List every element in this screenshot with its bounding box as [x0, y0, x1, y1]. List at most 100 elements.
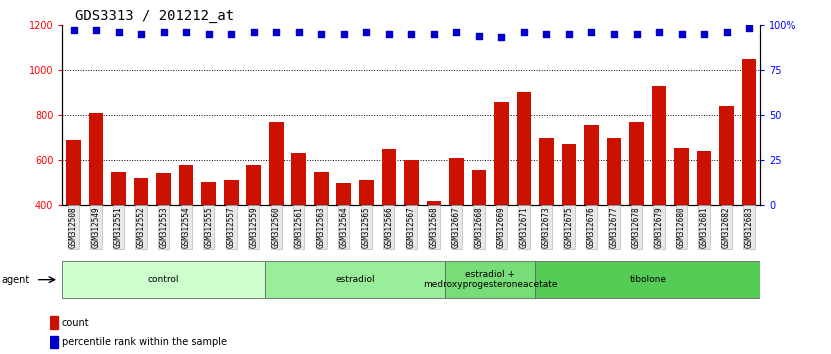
Point [607, 31, 621, 37]
Text: GSM312561: GSM312561 [294, 206, 303, 248]
Bar [742, 59, 756, 296]
Point [742, 25, 755, 31]
Text: GSM312565: GSM312565 [361, 206, 371, 248]
Text: GSM312678: GSM312678 [632, 206, 641, 248]
Text: GSM312568: GSM312568 [430, 206, 439, 248]
Text: GSM312677: GSM312677 [609, 206, 618, 248]
FancyBboxPatch shape [265, 261, 445, 298]
Bar [292, 153, 306, 296]
Text: estradiol: estradiol [335, 275, 375, 284]
Text: GSM312549: GSM312549 [91, 206, 101, 248]
Point [315, 31, 328, 37]
Text: GSM312682: GSM312682 [722, 206, 731, 248]
FancyBboxPatch shape [62, 261, 265, 298]
Text: GSM312667: GSM312667 [452, 206, 461, 248]
Bar [201, 182, 216, 296]
Point [224, 31, 238, 37]
Point [90, 27, 103, 33]
Text: GSM312676: GSM312676 [587, 206, 596, 248]
Point [697, 31, 711, 37]
Point [405, 31, 418, 37]
Point [67, 27, 81, 33]
Point [427, 31, 440, 37]
Text: GSM312553: GSM312553 [160, 206, 168, 248]
Point [720, 29, 733, 35]
Text: GSM312563: GSM312563 [317, 206, 326, 248]
Text: control: control [148, 275, 179, 284]
Bar [314, 172, 328, 296]
Point [202, 31, 215, 37]
Point [157, 29, 170, 35]
Text: GSM312567: GSM312567 [407, 206, 416, 248]
Text: GSM312681: GSM312681 [700, 206, 709, 248]
Point [360, 29, 373, 35]
Bar [66, 140, 81, 296]
FancyBboxPatch shape [445, 261, 535, 298]
Bar [562, 144, 576, 296]
Bar [494, 102, 509, 296]
Bar [111, 172, 126, 296]
Bar [359, 181, 374, 296]
Bar [89, 113, 103, 296]
Bar [224, 181, 238, 296]
Text: GSM312508: GSM312508 [69, 206, 78, 248]
Bar [134, 178, 149, 296]
Bar [50, 336, 58, 348]
Point [247, 29, 260, 35]
Text: GSM312679: GSM312679 [655, 206, 663, 248]
Text: GSM312560: GSM312560 [272, 206, 281, 248]
Bar [247, 165, 261, 296]
Text: GSM312557: GSM312557 [227, 206, 236, 248]
Bar [50, 316, 58, 329]
Point [494, 35, 508, 40]
Point [563, 31, 576, 37]
Point [450, 29, 463, 35]
Bar [337, 183, 352, 296]
Bar [471, 170, 486, 296]
Bar [269, 122, 283, 296]
Text: GSM312566: GSM312566 [384, 206, 393, 248]
FancyBboxPatch shape [535, 261, 760, 298]
Text: agent: agent [2, 275, 30, 285]
Point [675, 31, 688, 37]
Text: count: count [61, 318, 90, 327]
Point [135, 31, 148, 37]
Text: GSM312675: GSM312675 [564, 206, 573, 248]
Point [540, 31, 553, 37]
Text: GSM312552: GSM312552 [136, 206, 145, 248]
Bar [607, 138, 622, 296]
Bar [426, 201, 441, 296]
Bar [584, 125, 599, 296]
Text: GSM312669: GSM312669 [497, 206, 506, 248]
Point [472, 33, 485, 39]
Point [337, 31, 351, 37]
Text: GSM312559: GSM312559 [249, 206, 258, 248]
Bar [179, 165, 194, 296]
Point [293, 29, 306, 35]
Text: GSM312671: GSM312671 [519, 206, 529, 248]
Point [585, 29, 598, 35]
Bar [156, 173, 171, 296]
Bar [629, 122, 644, 296]
Point [652, 29, 666, 35]
Bar [652, 86, 666, 296]
Bar [539, 138, 553, 296]
Point [269, 29, 283, 35]
Bar [404, 160, 419, 296]
Text: GSM312680: GSM312680 [677, 206, 686, 248]
Text: GSM312551: GSM312551 [114, 206, 123, 248]
Text: estradiol +
medroxyprogesteroneacetate: estradiol + medroxyprogesteroneacetate [423, 270, 558, 289]
Bar [674, 148, 689, 296]
Point [630, 31, 643, 37]
Point [179, 29, 193, 35]
Point [382, 31, 396, 37]
Text: tibolone: tibolone [629, 275, 666, 284]
Text: GSM312683: GSM312683 [745, 206, 754, 248]
Text: percentile rank within the sample: percentile rank within the sample [61, 337, 227, 347]
Bar [517, 92, 531, 296]
Bar [696, 151, 711, 296]
Point [517, 29, 530, 35]
Bar [449, 158, 464, 296]
Text: GSM312554: GSM312554 [182, 206, 190, 248]
Text: GSM312564: GSM312564 [339, 206, 348, 248]
